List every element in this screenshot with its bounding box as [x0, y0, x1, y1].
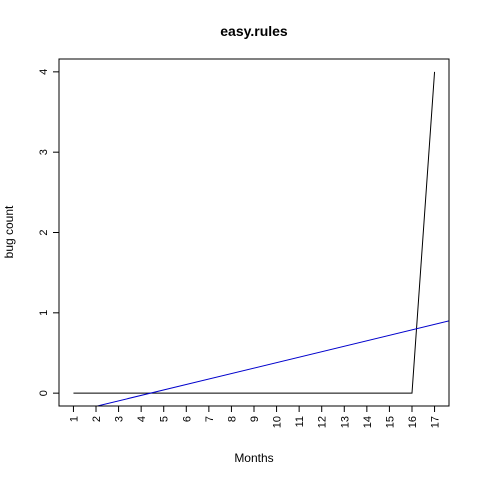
x-tick-label: 17: [430, 416, 442, 428]
x-tick-label: 15: [384, 416, 396, 428]
plot-area: [73, 71, 449, 406]
x-tick-label: 7: [204, 416, 216, 422]
y-tick-label: 3: [38, 149, 50, 155]
x-tick-label: 8: [226, 416, 238, 422]
x-tick-label: 1: [68, 416, 80, 422]
y-tick-label: 4: [38, 69, 50, 75]
y-axis: 0 1 2 3 4: [38, 69, 60, 396]
x-tick-label: 3: [114, 416, 126, 422]
series-line-0: [73, 71, 436, 394]
x-tick-label: 13: [339, 416, 351, 428]
x-tick-label: 6: [181, 416, 193, 422]
x-tick-label: 16: [407, 416, 419, 428]
x-tick-label: 14: [362, 416, 374, 428]
x-tick-label: 5: [159, 416, 171, 422]
y-axis-label: bug count: [2, 205, 16, 258]
x-axis-label: Months: [234, 451, 273, 465]
plot-frame: [58, 58, 450, 407]
x-axis: 1 2 3 4 5 6 7 8 9 10 11 12 13 14 15 16 17: [68, 405, 442, 428]
x-tick-label: 12: [317, 416, 329, 428]
x-tick-label: 10: [272, 416, 284, 428]
chart-title: easy.rules: [220, 23, 288, 39]
x-tick-label: 9: [249, 416, 261, 422]
y-tick-label: 1: [38, 310, 50, 316]
trend-line: [95, 320, 449, 406]
x-tick-label: 11: [294, 416, 306, 427]
y-tick-label: 0: [38, 390, 50, 396]
x-tick-label: 2: [91, 416, 103, 422]
x-tick-label: 4: [136, 416, 148, 422]
y-tick-label: 2: [38, 229, 50, 235]
